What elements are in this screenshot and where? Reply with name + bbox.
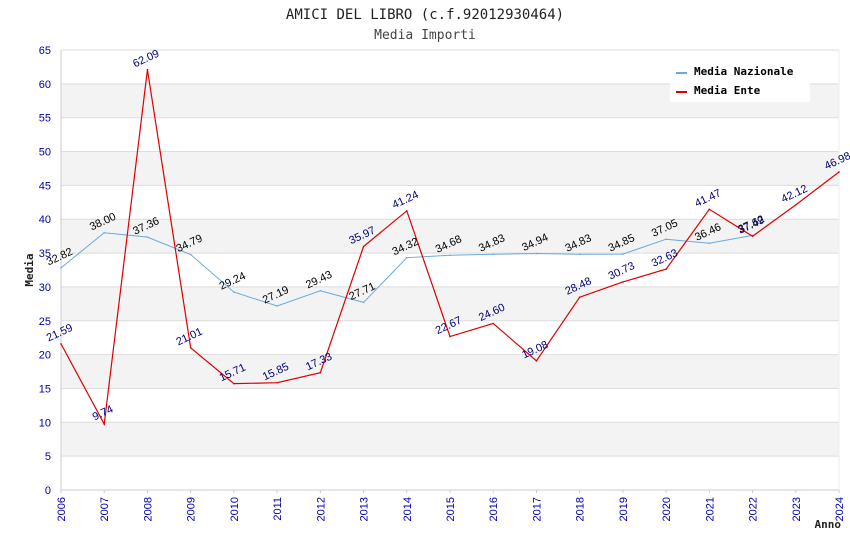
x-tick-label: 2020: [661, 497, 673, 521]
y-tick-label: 20: [39, 350, 51, 362]
x-tick-label: 2017: [531, 497, 543, 521]
x-tick-label: 2007: [99, 497, 111, 521]
data-point: [622, 281, 624, 283]
data-point: [794, 204, 797, 206]
grid-band: [61, 219, 839, 254]
y-tick-labels: 0 5 10 15 20 25 30 35 40 45 50 55 60 65: [39, 45, 51, 497]
x-tick-label: 2010: [229, 497, 241, 521]
x-tick-label: 2021: [704, 497, 716, 521]
data-point: [60, 343, 62, 345]
y-axis-label: Media: [23, 253, 36, 286]
data-point: [535, 360, 538, 362]
legend-label: Media Nazionale: [694, 65, 794, 78]
grid-band: [61, 354, 839, 389]
data-point: [319, 371, 322, 374]
x-tick-label: 2012: [315, 497, 327, 521]
chart-title: AMICI DEL LIBRO (c.f.92012930464): [286, 7, 564, 23]
data-point: [60, 267, 62, 269]
y-tick-label: 35: [39, 248, 51, 260]
x-tick-label: 2022: [748, 497, 760, 521]
x-tick-label: 2008: [142, 497, 154, 521]
x-tick-label: 2019: [618, 497, 630, 521]
legend-label: Media Ente: [694, 84, 761, 97]
x-tick-label: 2015: [445, 497, 457, 521]
data-point: [276, 381, 278, 384]
data-point: [708, 242, 711, 244]
y-tick-label: 15: [39, 383, 51, 395]
data-point: [362, 245, 365, 248]
data-point: [405, 210, 408, 212]
x-tick-label: 2011: [272, 497, 284, 521]
chart-subtitle: Media Importi: [374, 28, 476, 43]
x-tick-label: 2024: [834, 497, 846, 521]
x-tick-label: 2016: [488, 497, 500, 521]
data-point: [146, 236, 149, 238]
data-point: [838, 171, 840, 173]
series-lines: [60, 68, 840, 427]
data-point: [362, 301, 365, 304]
data-point: [449, 335, 451, 338]
x-tick-label: 2023: [791, 497, 803, 521]
data-point: [665, 238, 667, 240]
y-tick-label: 25: [39, 316, 51, 328]
data-point: [103, 423, 106, 425]
data-point: [276, 305, 278, 307]
y-tick-label: 10: [39, 417, 51, 429]
data-label: 21.01: [174, 326, 204, 349]
x-axis-label: Anno: [815, 518, 842, 531]
y-tick-label: 50: [39, 147, 51, 159]
data-point: [578, 253, 581, 256]
grid-band: [61, 422, 839, 457]
data-point: [233, 291, 235, 293]
grid-band: [61, 151, 839, 186]
y-tick-label: 5: [45, 451, 51, 463]
data-label: 41.24: [390, 189, 420, 212]
y-tick-label: 0: [45, 485, 51, 497]
data-point: [189, 346, 192, 349]
x-tick-label: 2014: [402, 497, 414, 521]
y-tick-label: 30: [39, 282, 51, 294]
data-point: [146, 68, 149, 71]
x-tick-label: 2009: [186, 497, 198, 521]
data-point: [708, 208, 711, 211]
x-tick-label: 2018: [575, 497, 587, 521]
data-point: [405, 256, 408, 259]
x-tick-label: 2013: [359, 497, 371, 521]
y-tick-label: 40: [39, 214, 51, 226]
data-point: [622, 253, 624, 255]
data-point: [103, 231, 106, 234]
legend: Media Nazionale Media Ente: [670, 60, 810, 102]
data-point: [319, 289, 322, 292]
grid-bands: [61, 83, 839, 457]
data-point: [492, 322, 495, 325]
data-label: 42.12: [779, 183, 809, 206]
data-point: [449, 254, 451, 257]
x-tick-labels: 2006 2007 2008 2009 2010 2011 2012 2013 2014 2015…: [56, 490, 846, 521]
data-point: [665, 268, 667, 270]
y-tick-label: 60: [39, 79, 51, 91]
y-tick-label: 55: [39, 113, 51, 125]
data-point: [578, 296, 581, 299]
y-tick-label: 65: [39, 45, 51, 57]
y-tick-label: 45: [39, 180, 51, 192]
data-point: [492, 253, 495, 256]
legend-box: [670, 60, 810, 102]
x-tick-label: 2006: [56, 497, 68, 521]
data-point: [233, 382, 235, 385]
data-point: [751, 235, 754, 238]
data-label: 41.47: [693, 187, 723, 210]
data-point: [189, 253, 192, 256]
data-label: 62.09: [131, 48, 161, 71]
grid-band: [61, 286, 839, 321]
data-point: [535, 252, 538, 255]
